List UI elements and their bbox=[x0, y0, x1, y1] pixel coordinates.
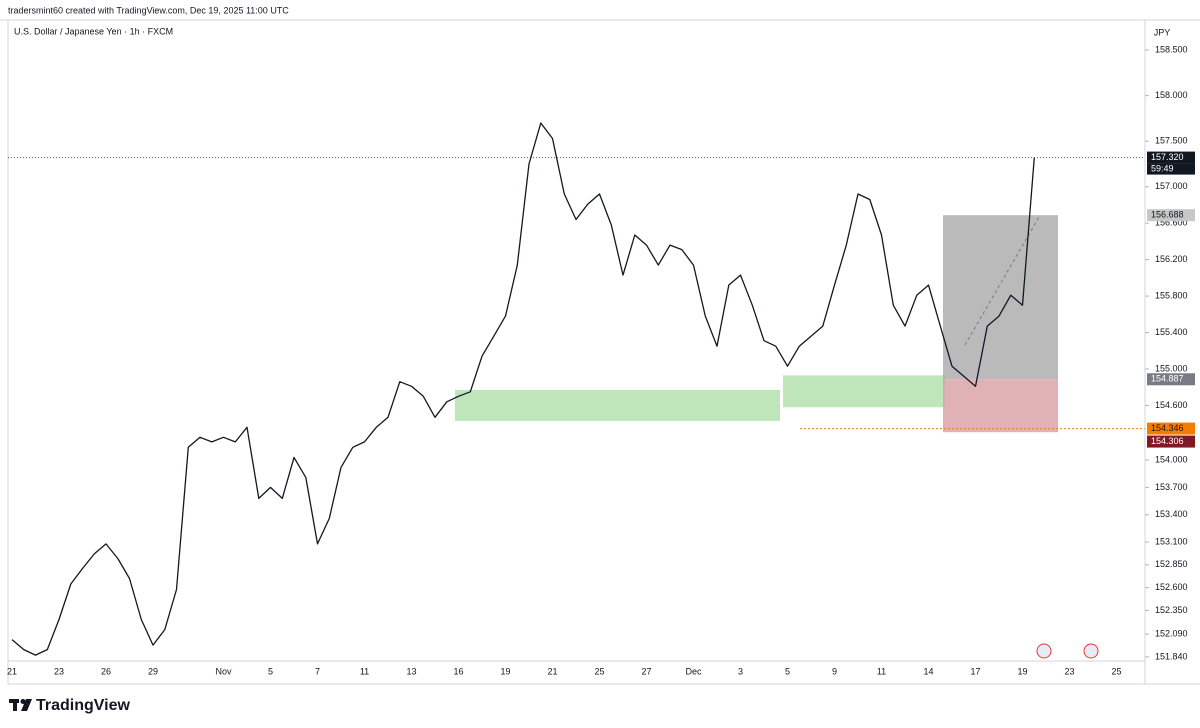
stop-label: 154.306 bbox=[1151, 436, 1184, 446]
x-tick-label: 13 bbox=[406, 666, 416, 676]
x-tick-label: 25 bbox=[1111, 666, 1121, 676]
level-label: 154.346 bbox=[1151, 423, 1184, 433]
y-tick-label: 153.700 bbox=[1155, 482, 1188, 492]
x-tick-label: 26 bbox=[101, 666, 111, 676]
y-tick-label: 152.600 bbox=[1155, 582, 1188, 592]
y-tick-label: 156.600 bbox=[1155, 218, 1188, 228]
price-line bbox=[11, 122, 1035, 656]
y-tick-label: 157.000 bbox=[1155, 181, 1188, 191]
y-tick-label: 157.500 bbox=[1155, 136, 1188, 146]
y-tick-label: 152.090 bbox=[1155, 628, 1188, 638]
entry-label: 154.887 bbox=[1151, 374, 1184, 384]
y-tick-label: 158.000 bbox=[1155, 90, 1188, 100]
x-tick-label: 21 bbox=[7, 666, 17, 676]
currency: JPY bbox=[1154, 27, 1171, 37]
x-tick-label: 14 bbox=[923, 666, 933, 676]
stop-label-box bbox=[1147, 435, 1195, 448]
x-tick-label: 23 bbox=[1064, 666, 1074, 676]
last-price-label: 157.320 bbox=[1151, 152, 1184, 162]
x-tick-label: Dec bbox=[685, 666, 702, 676]
event-flag bbox=[1036, 643, 1052, 659]
event-flag bbox=[1036, 643, 1099, 659]
level-label-box bbox=[1147, 422, 1195, 435]
credit: tradersmint60 created with TradingView.c… bbox=[8, 5, 289, 15]
y-tick-label: 154.000 bbox=[1155, 454, 1188, 464]
y-tick-label: 158.500 bbox=[1155, 44, 1188, 54]
x-tick-label: 11 bbox=[360, 666, 369, 676]
x-tick-label: 17 bbox=[970, 666, 980, 676]
x-tick-label: 9 bbox=[832, 666, 837, 676]
entry-label-box bbox=[1147, 373, 1195, 386]
y-tick-label: 153.100 bbox=[1155, 536, 1188, 546]
demand-zone bbox=[783, 375, 945, 408]
x-tick-label: Nov bbox=[215, 666, 232, 676]
logo-mark bbox=[13, 699, 17, 711]
x-tick-label: 23 bbox=[54, 666, 64, 676]
loss-zone bbox=[943, 379, 1058, 433]
logo-mark bbox=[21, 699, 32, 711]
x-tick-label: 27 bbox=[641, 666, 651, 676]
x-tick-label: 19 bbox=[500, 666, 510, 676]
x-tick-label: 5 bbox=[268, 666, 273, 676]
x-tick-label: 7 bbox=[315, 666, 320, 676]
logo bbox=[9, 699, 32, 711]
trade-path bbox=[964, 214, 1041, 346]
x-tick-label: 25 bbox=[594, 666, 604, 676]
y-tick-label: 155.400 bbox=[1155, 327, 1188, 337]
x-tick-label: 11 bbox=[877, 666, 886, 676]
x-tick-label: 5 bbox=[785, 666, 790, 676]
y-tick-label: 152.850 bbox=[1155, 559, 1188, 569]
y-tick-label: 154.600 bbox=[1155, 400, 1188, 410]
x-tick-label: 19 bbox=[1017, 666, 1027, 676]
target-label: 156.688 bbox=[1151, 210, 1184, 220]
y-tick-label: 155.800 bbox=[1155, 290, 1188, 300]
event-flag bbox=[1083, 643, 1099, 659]
demand-zone bbox=[455, 389, 780, 421]
profit-zone bbox=[943, 215, 1058, 380]
y-tick-label: 156.200 bbox=[1155, 254, 1188, 264]
x-tick-label: 16 bbox=[453, 666, 463, 676]
x-tick-label: 3 bbox=[738, 666, 743, 676]
countdown-box bbox=[1147, 163, 1195, 175]
target-label-box bbox=[1147, 209, 1195, 222]
countdown: 59:49 bbox=[1151, 163, 1174, 173]
x-tick-label: 29 bbox=[148, 666, 158, 676]
y-tick-label: 153.400 bbox=[1155, 509, 1188, 519]
chart-title: U.S. Dollar / Japanese Yen · 1h · FXCM bbox=[14, 26, 173, 36]
logo-mark bbox=[20, 699, 26, 704]
y-tick-label: 155.000 bbox=[1155, 363, 1188, 373]
y-tick-label: 151.840 bbox=[1155, 651, 1188, 661]
y-tick-label: 152.350 bbox=[1155, 605, 1188, 615]
x-tick-label: 21 bbox=[547, 666, 557, 676]
last-price-label-box bbox=[1147, 151, 1195, 164]
brand: TradingView bbox=[36, 697, 131, 714]
